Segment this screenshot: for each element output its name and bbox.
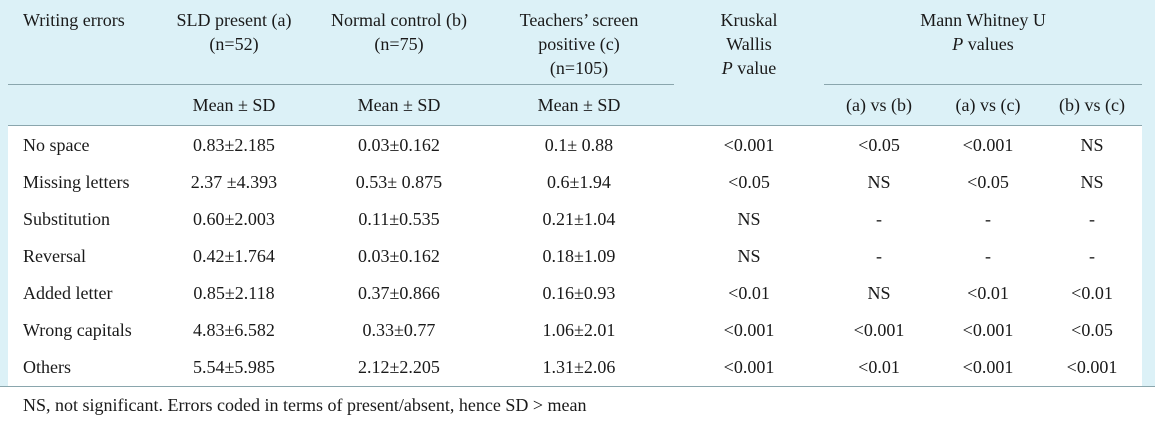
cell-a-vs-b: - (876, 208, 882, 229)
cell-b-vs-c: NS (1080, 171, 1104, 192)
cell-sld-present: 0.85±2.118 (193, 282, 275, 303)
cell-a-vs-b: <0.001 (853, 319, 905, 340)
row-error-label: No space (23, 134, 90, 155)
cell-teachers-screen: 0.21±1.04 (542, 208, 616, 229)
sub-mean-c: Mean ± SD (484, 84, 674, 125)
table-row: Missing letters 2.37 ±4.393 0.53± 0.875 0.6… (8, 163, 1142, 200)
table-footnote: NS, not significant. Errors coded in ter… (0, 386, 1155, 425)
cell-sld-present: 2.37 ±4.393 (190, 171, 278, 192)
data-table: No space 0.83±2.185 0.03±0.162 0.1± 0.88 <0.… (8, 125, 1142, 385)
cell-b-vs-c: <0.001 (1066, 356, 1118, 377)
cell-normal-control: 0.11±0.535 (358, 208, 440, 229)
cell-a-vs-c: <0.05 (967, 171, 1009, 192)
cell-kruskal-wallis: <0.01 (728, 282, 770, 303)
cell-teachers-screen: 0.16±0.93 (542, 282, 616, 303)
cell-teachers-screen: 0.6±1.94 (547, 171, 611, 192)
cell-teachers-screen: 1.06±2.01 (542, 319, 616, 340)
cell-normal-control: 0.37±0.866 (358, 282, 440, 303)
cell-a-vs-c: <0.001 (962, 356, 1014, 377)
row-error-label: Wrong capitals (23, 319, 132, 340)
row-error-label: Missing letters (23, 171, 130, 192)
cell-teachers-screen: 1.31±2.06 (542, 356, 616, 377)
col-writing-errors: Writing errors (23, 10, 125, 30)
cell-sld-present: 0.60±2.003 (193, 208, 275, 229)
cell-a-vs-b: <0.01 (858, 356, 900, 377)
header-table: Writing errors SLD present (a) (n=52) No… (8, 0, 1143, 125)
cell-a-vs-c: <0.01 (967, 282, 1009, 303)
cell-kruskal-wallis: <0.05 (728, 171, 770, 192)
cell-sld-present: 4.83±6.582 (193, 319, 275, 340)
cell-a-vs-b: NS (867, 171, 891, 192)
cell-a-vs-b: - (876, 245, 882, 266)
cell-a-vs-c: - (985, 245, 991, 266)
table-row: Reversal 0.42±1.764 0.03±0.162 0.18±1.09 NS -… (8, 237, 1142, 274)
header-row-2: Mean ± SD Mean ± SD Mean ± SD (a) vs (b)… (8, 84, 1142, 125)
row-error-label: Others (23, 356, 71, 377)
footnote-text: NS, not significant. Errors coded in ter… (23, 395, 587, 415)
table-row: No space 0.83±2.185 0.03±0.162 0.1± 0.88 <0.… (8, 126, 1142, 164)
cell-b-vs-c: - (1089, 208, 1095, 229)
sub-ab: (a) vs (b) (846, 95, 912, 115)
cell-teachers-screen: 0.18±1.09 (542, 245, 616, 266)
cell-a-vs-c: <0.001 (962, 319, 1014, 340)
cell-kruskal-wallis: <0.001 (723, 356, 775, 377)
cell-a-vs-c: <0.001 (962, 134, 1014, 155)
table-row: Added letter 0.85±2.118 0.37±0.866 0.16±0.9… (8, 274, 1142, 311)
cell-sld-present: 0.83±2.185 (193, 134, 275, 155)
sub-bc: (b) vs (c) (1059, 95, 1125, 115)
sub-mean-b: Mean ± SD (314, 84, 484, 125)
cell-kruskal-wallis: <0.001 (723, 134, 775, 155)
sub-ac: (a) vs (c) (955, 95, 1021, 115)
cell-sld-present: 0.42±1.764 (193, 245, 275, 266)
row-error-label: Substitution (23, 208, 111, 229)
col-kruskal-wallis: Kruskal Wallis P value (720, 10, 778, 78)
cell-a-vs-b: NS (867, 282, 891, 303)
cell-b-vs-c: <0.01 (1071, 282, 1113, 303)
data-area (8, 125, 1142, 386)
cell-b-vs-c: NS (1080, 134, 1104, 155)
table-row: Wrong capitals 4.83±6.582 0.33±0.77 1.06±2.… (8, 311, 1142, 348)
cell-normal-control: 0.03±0.162 (358, 134, 440, 155)
row-error-label: Reversal (23, 245, 86, 266)
cell-normal-control: 2.12±2.205 (358, 356, 440, 377)
cell-b-vs-c: <0.05 (1071, 319, 1113, 340)
cell-a-vs-b: <0.05 (858, 134, 900, 155)
cell-kruskal-wallis: <0.001 (723, 319, 775, 340)
col-teachers-screen: Teachers’ screen positive (c) (n=105) (519, 10, 639, 78)
header-row-1: Writing errors SLD present (a) (n=52) No… (8, 0, 1143, 85)
row-error-label: Added letter (23, 282, 113, 303)
cell-normal-control: 0.53± 0.875 (355, 171, 443, 192)
cell-normal-control: 0.33±0.77 (362, 319, 436, 340)
cell-a-vs-c: - (985, 208, 991, 229)
table-body: No space 0.83±2.185 0.03±0.162 0.1± 0.88 <0.… (8, 126, 1142, 386)
table-row: Others 5.54±5.985 2.12±2.205 1.31±2.06 <0.00… (8, 348, 1142, 385)
sub-mean-a: Mean ± SD (154, 84, 314, 125)
cell-teachers-screen: 0.1± 0.88 (544, 134, 614, 155)
cell-normal-control: 0.03±0.162 (358, 245, 440, 266)
col-normal-control: Normal control (b) (n=75) (331, 10, 467, 54)
cell-sld-present: 5.54±5.985 (193, 356, 275, 377)
cell-kruskal-wallis: NS (737, 208, 761, 229)
table-row: Substitution 0.60±2.003 0.11±0.535 0.21±1.0… (8, 200, 1142, 237)
col-mann-whitney: Mann Whitney U P values (824, 0, 1143, 85)
cell-b-vs-c: - (1089, 245, 1095, 266)
col-sld-present: SLD present (a) (n=52) (176, 10, 292, 54)
cell-kruskal-wallis: NS (737, 245, 761, 266)
